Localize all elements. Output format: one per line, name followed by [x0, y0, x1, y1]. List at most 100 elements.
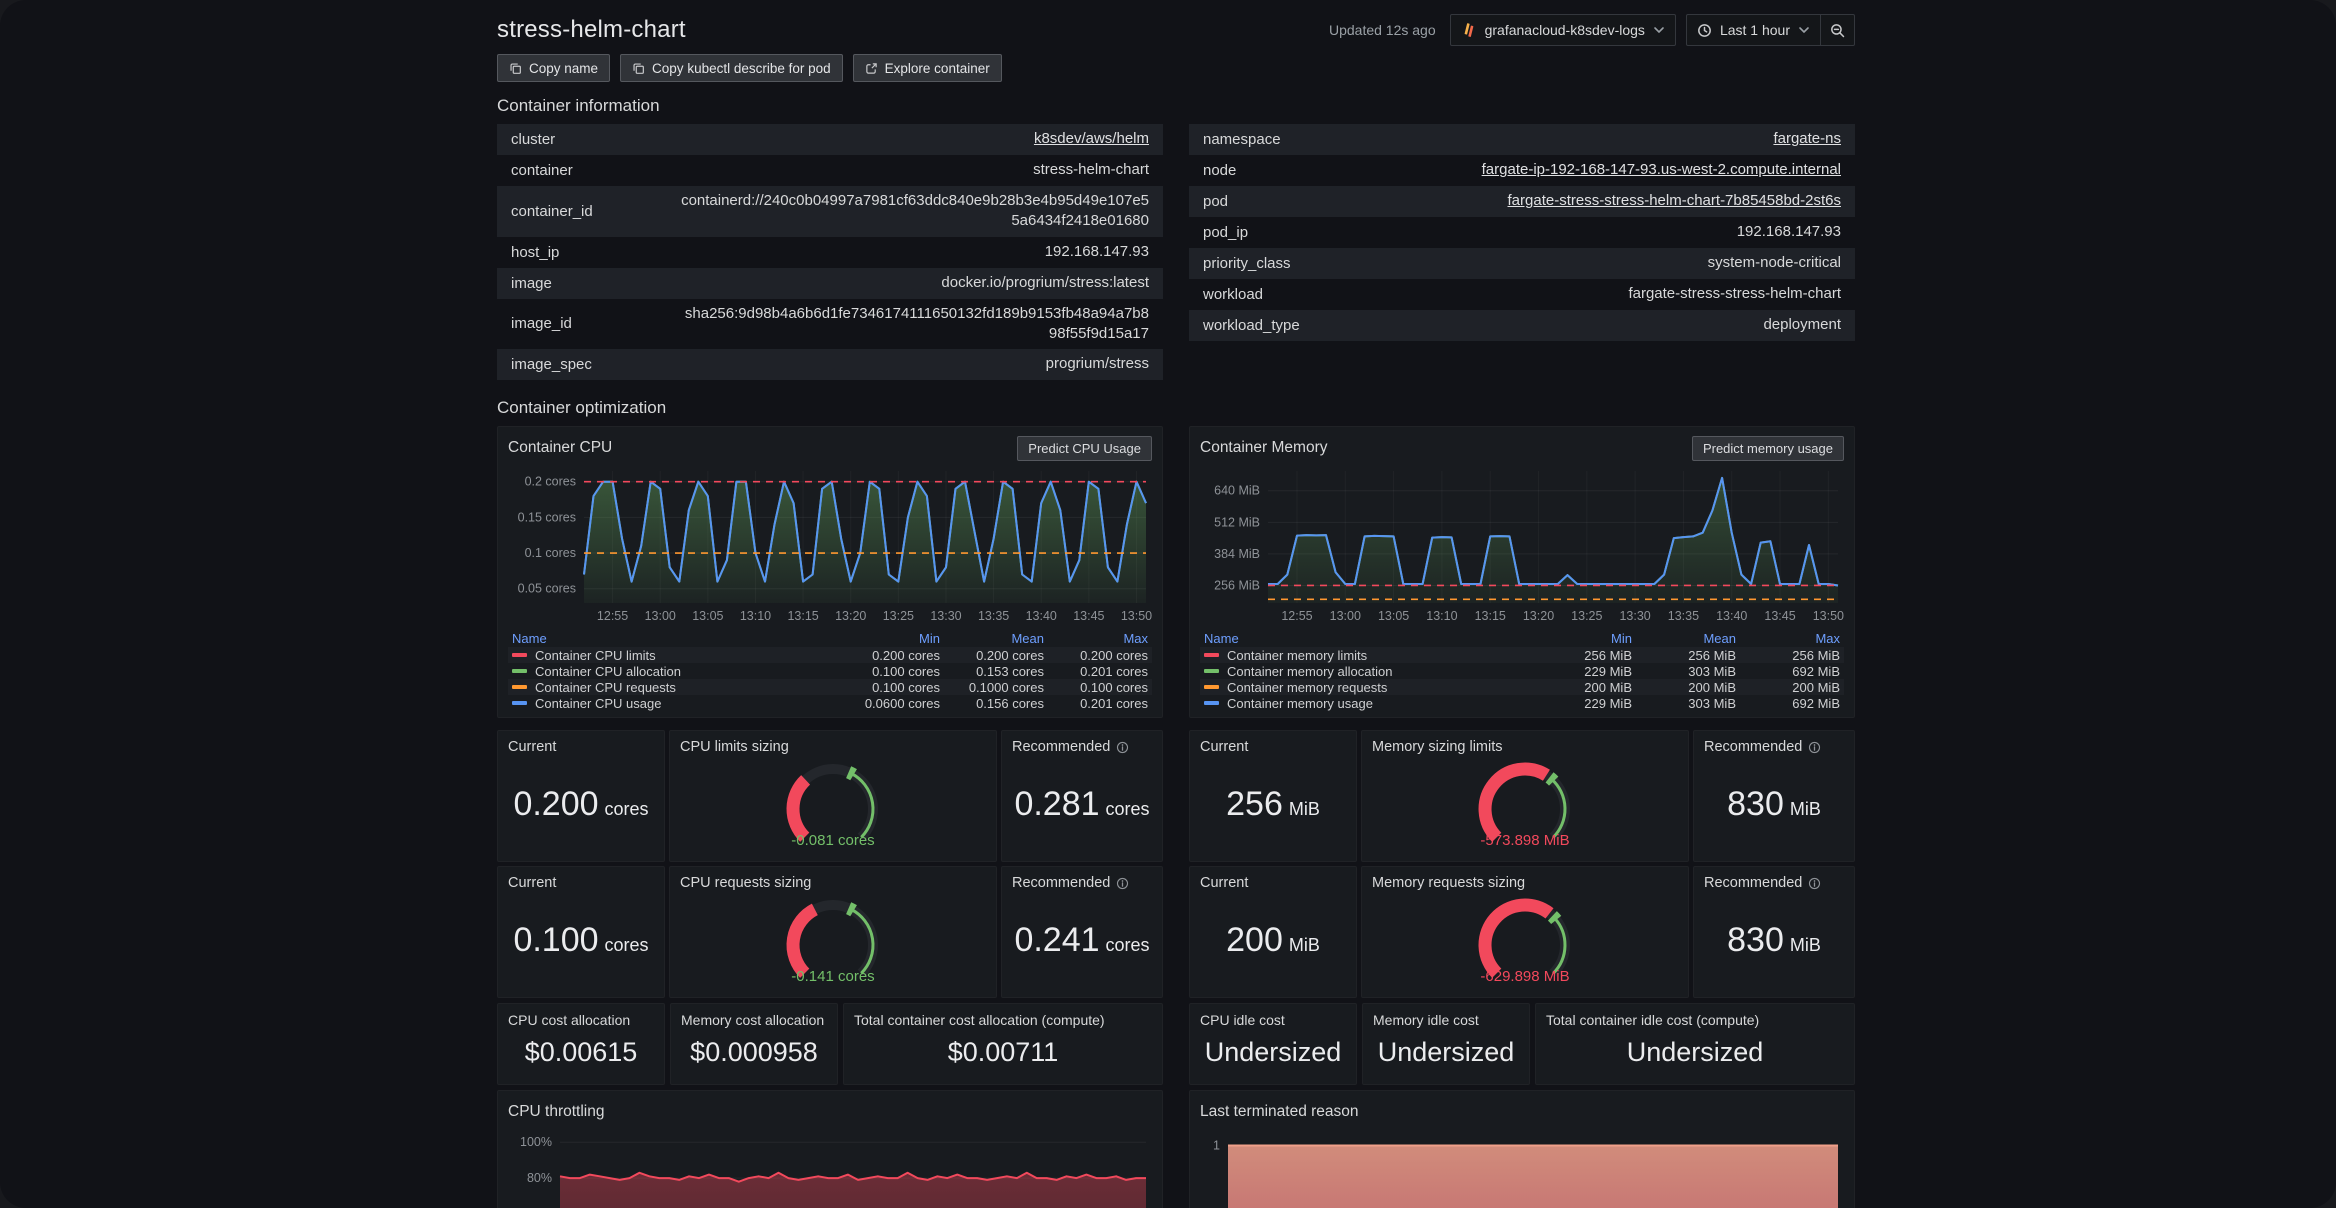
top-right-controls: Updated 12s ago grafanacloud-k8sdev-logs	[1329, 14, 1855, 46]
legend-header-mean[interactable]: Mean	[1011, 630, 1044, 646]
idle-cost-group: CPU idle cost Undersized Memory idle cos…	[1189, 1003, 1855, 1085]
copy-name-button[interactable]: Copy name	[497, 54, 611, 82]
svg-text:13:15: 13:15	[787, 609, 818, 623]
legend-header: Name Min Mean Max	[508, 629, 1152, 647]
datasource-picker[interactable]: grafanacloud-k8sdev-logs	[1449, 14, 1676, 46]
gauge	[680, 889, 986, 989]
datasource-value: grafanacloud-k8sdev-logs	[1484, 22, 1645, 38]
gauge-value: -0.081 cores	[791, 832, 875, 849]
svg-text:13:50: 13:50	[1121, 609, 1152, 623]
legend-header-max[interactable]: Max	[1815, 630, 1840, 646]
last-terminated-reason-chart[interactable]: 1	[1200, 1127, 1844, 1208]
stat-label: Recommended	[1012, 739, 1111, 755]
svg-text:13:30: 13:30	[1619, 609, 1650, 623]
legend-header-max[interactable]: Max	[1123, 630, 1148, 646]
legend-item[interactable]: Container CPU requests 0.100 cores 0.1000 …	[508, 679, 1152, 695]
svg-text:0.2 cores: 0.2 cores	[525, 475, 576, 489]
row-key: cluster	[511, 131, 556, 148]
table-row: workload_type deployment	[1189, 310, 1855, 341]
chevron-down-icon	[1653, 26, 1665, 35]
info-icon[interactable]	[1808, 741, 1821, 754]
action-buttons: Copy name Copy kubectl describe for pod …	[497, 54, 1855, 82]
row-value: progrium/stress	[1045, 355, 1149, 373]
legend-header-mean[interactable]: Mean	[1703, 630, 1736, 646]
row-value: system-node-critical	[1707, 254, 1841, 272]
memory-requests-sizing-gauge-panel: Memory requests sizing -629.898 MiB	[1361, 866, 1689, 998]
table-row: image_spec progrium/stress	[497, 349, 1163, 380]
legend-item[interactable]: Container CPU allocation 0.100 cores 0.153…	[508, 663, 1152, 679]
info-icon[interactable]	[1808, 877, 1821, 890]
legend-item[interactable]: Container memory usage 229 MiB 303 MiB 692 …	[1200, 695, 1844, 711]
legend-item[interactable]: Container memory limits 256 MiB 256 MiB 256…	[1200, 647, 1844, 663]
row-value: 192.168.147.93	[1044, 242, 1149, 260]
copy-icon	[632, 62, 645, 75]
panel-title: CPU requests sizing	[680, 875, 812, 891]
explore-container-button[interactable]: Explore container	[852, 54, 1002, 82]
legend-header-name[interactable]: Name	[1204, 630, 1239, 646]
svg-text:13:10: 13:10	[740, 609, 771, 623]
stat-value: $0.00615	[524, 1036, 638, 1067]
memory-idle-cost-panel: Memory idle cost Undersized	[1362, 1003, 1530, 1085]
row-value: 192.168.147.93	[1736, 223, 1841, 241]
series-color-marker	[512, 669, 527, 673]
svg-text:13:15: 13:15	[1475, 609, 1506, 623]
row-key: workload_type	[1203, 317, 1300, 334]
time-range-value: Last 1 hour	[1719, 22, 1790, 38]
total-cost-allocation-panel: Total container cost allocation (compute…	[843, 1003, 1163, 1085]
gauge-value: -629.898 MiB	[1480, 968, 1570, 985]
cpu-idle-cost-panel: CPU idle cost Undersized	[1189, 1003, 1357, 1085]
legend-item[interactable]: Container CPU limits 0.200 cores 0.200 cor…	[508, 647, 1152, 663]
series-color-marker	[512, 685, 527, 689]
legend-header-min[interactable]: Min	[919, 630, 940, 646]
info-icon[interactable]	[1116, 741, 1129, 754]
gauge	[1372, 889, 1678, 989]
cpu-timeseries-chart[interactable]: 0.05 cores 0.1 cores 0.15 cores 0.2 cores 12…	[508, 463, 1152, 627]
legend-header-min[interactable]: Min	[1611, 630, 1632, 646]
row-key: image_spec	[511, 356, 592, 373]
stat-unit: MiB	[1789, 934, 1821, 955]
section-container-information: Container information	[497, 96, 660, 115]
cpu-requests-group: Current 0.100 cores CPU requests sizing -…	[497, 866, 1163, 998]
stat-label: Recommended	[1012, 875, 1111, 891]
legend-item[interactable]: Container memory allocation 229 MiB 303 Mi…	[1200, 663, 1844, 679]
zoom-out-button[interactable]	[1821, 14, 1855, 46]
row-key: container	[511, 162, 573, 179]
svg-text:13:40: 13:40	[1026, 609, 1057, 623]
copy-kubectl-button[interactable]: Copy kubectl describe for pod	[620, 54, 843, 82]
stat-value: $0.00711	[947, 1036, 1059, 1067]
svg-text:256 MiB: 256 MiB	[1214, 578, 1260, 592]
stat-label: Recommended	[1704, 739, 1803, 755]
row-key: image_id	[511, 315, 572, 333]
table-row: container stress-helm-chart	[497, 155, 1163, 186]
predict-cpu-usage-button[interactable]: Predict CPU Usage	[1017, 435, 1152, 461]
series-color-marker	[1204, 685, 1219, 689]
stat-label: Current	[1200, 739, 1249, 755]
legend-header-name[interactable]: Name	[512, 630, 547, 646]
svg-text:13:10: 13:10	[1426, 609, 1457, 623]
memory-cost-allocation-panel: Memory cost allocation $0.000958	[670, 1003, 838, 1085]
row-value: stress-helm-chart	[1033, 161, 1149, 179]
pod-link[interactable]: fargate-stress-stress-helm-chart-7b85458…	[1507, 192, 1841, 210]
memory-timeseries-chart[interactable]: 256 MiB 384 MiB 512 MiB 640 MiB 12:55 13:00 13…	[1200, 463, 1844, 627]
table-row: cluster k8sdev/aws/helm	[497, 124, 1163, 155]
row-key: image	[511, 274, 552, 292]
cpu-throttling-chart[interactable]: 100%80%60%	[508, 1127, 1152, 1208]
node-link[interactable]: fargate-ip-192-168-147-93.us-west-2.comp…	[1481, 161, 1841, 179]
stat-label: Current	[508, 875, 557, 891]
stat-unit: cores	[604, 798, 649, 819]
memory-requests-recommended-stat: Recommended 830 MiB	[1693, 866, 1855, 998]
info-icon[interactable]	[1116, 877, 1129, 890]
panel-header: Container Memory Predict memory usage	[1200, 435, 1844, 461]
cluster-link[interactable]: k8sdev/aws/helm	[1033, 130, 1149, 148]
svg-text:13:25: 13:25	[1571, 609, 1602, 623]
table-row: priority_class system-node-critical	[1189, 248, 1855, 279]
stat-unit: cores	[1105, 798, 1150, 819]
predict-memory-usage-button[interactable]: Predict memory usage	[1691, 435, 1844, 461]
time-range-picker[interactable]: Last 1 hour	[1685, 14, 1821, 46]
legend-item[interactable]: Container memory requests 200 MiB 200 MiB 2…	[1200, 679, 1844, 695]
stat-value: Undersized	[1626, 1036, 1764, 1067]
gauge-value: -573.898 MiB	[1480, 832, 1570, 849]
legend-item[interactable]: Container CPU usage 0.0600 cores 0.156 cor…	[508, 695, 1152, 711]
namespace-link[interactable]: fargate-ns	[1773, 130, 1841, 148]
